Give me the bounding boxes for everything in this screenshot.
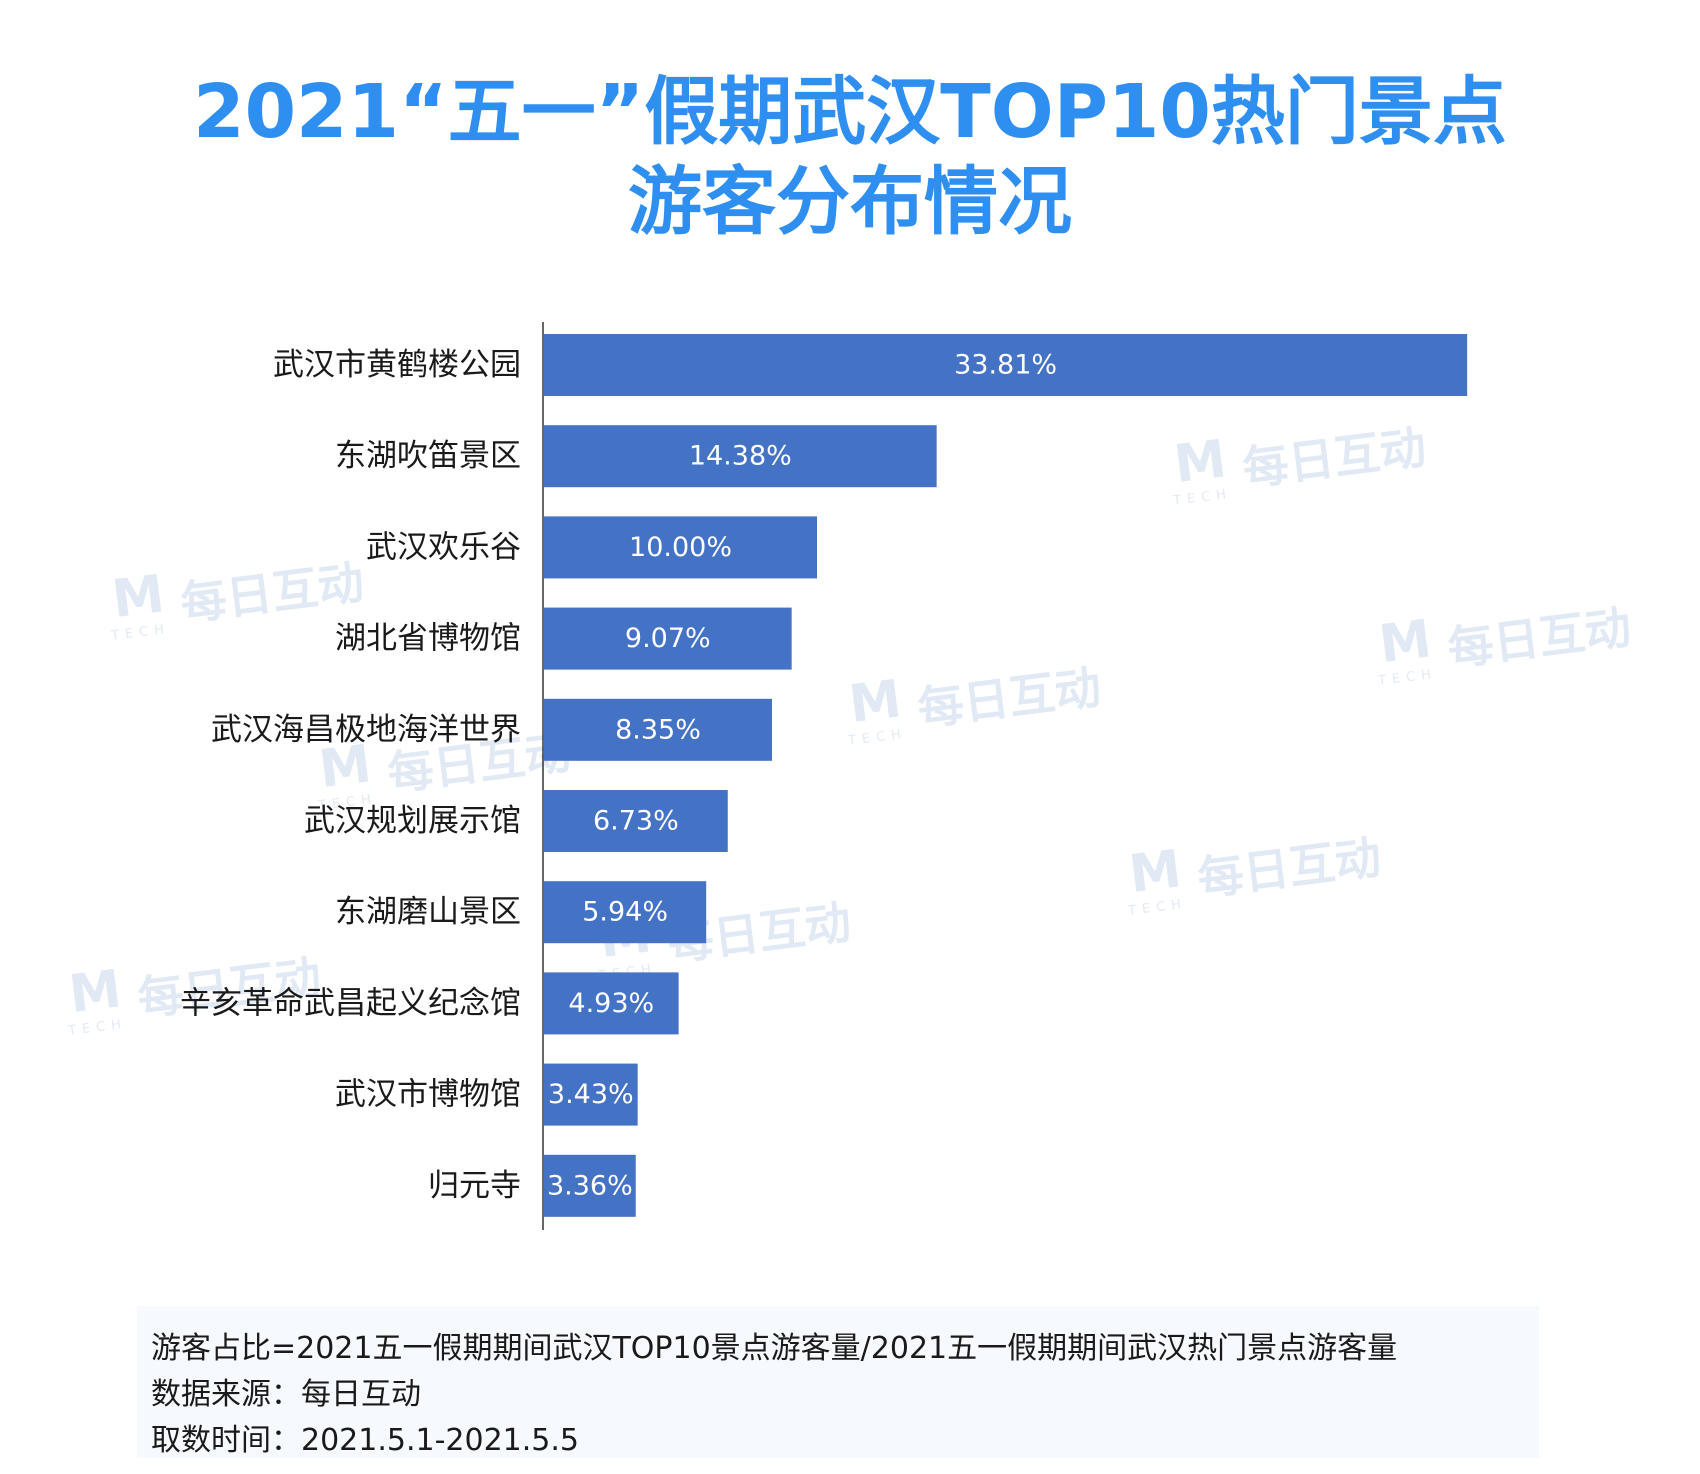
chart-title-line-1: 2021“五一”假期武汉TOP10热门景点 (193, 69, 1507, 155)
category-label: 武汉海昌极地海洋世界 (211, 712, 521, 748)
footnote-formula: 游客占比=2021五一假期期间武汉TOP10景点游客量/2021五一假期期间武汉… (151, 1331, 1398, 1366)
value-label: 3.43% (548, 1079, 634, 1110)
bar-6 (544, 790, 728, 852)
category-label: 武汉市黄鹤楼公园 (273, 347, 521, 383)
footnote-source: 数据来源：每日互动 (151, 1377, 421, 1412)
bar-4 (544, 607, 792, 670)
bar-3 (544, 516, 818, 579)
chart-title-line-2: 游客分布情况 (628, 159, 1072, 245)
bar-2 (544, 425, 937, 488)
category-label: 武汉市博物馆 (335, 1077, 521, 1113)
category-label: 东湖吹笛景区 (335, 438, 521, 474)
category-label: 武汉规划展示馆 (304, 803, 521, 839)
value-label: 8.35% (615, 714, 701, 745)
bar-7 (544, 881, 707, 944)
value-label: 3.36% (547, 1170, 633, 1201)
bar-5 (544, 698, 772, 761)
value-label: 5.94% (582, 897, 668, 928)
footnote-period: 取数时间：2021.5.1-2021.5.5 (151, 1423, 580, 1458)
category-label: 湖北省博物馆 (335, 621, 521, 657)
category-label: 归元寺 (428, 1168, 521, 1204)
category-label: 东湖磨山景区 (335, 894, 521, 930)
value-label: 33.81% (954, 350, 1057, 381)
value-label: 14.38% (689, 441, 792, 472)
category-label: 武汉欢乐谷 (366, 529, 521, 565)
bar-10 (544, 1154, 636, 1217)
value-label: 10.00% (629, 532, 732, 563)
bar-8 (544, 972, 679, 1035)
bar-9 (544, 1063, 638, 1126)
value-label: 9.07% (625, 623, 711, 654)
value-label: 6.73% (593, 806, 679, 837)
category-label: 辛亥革命武昌起义纪念馆 (180, 985, 521, 1021)
bar-1 (544, 334, 1468, 396)
value-label: 4.93% (568, 988, 654, 1019)
footnote-box: 游客占比=2021五一假期期间武汉TOP10景点游客量/2021五一假期期间武汉… (137, 1306, 1539, 1458)
bars-layer: 武汉市黄鹤楼公园 33.81% 东湖吹笛景区 14.38% 武汉欢乐谷 10.00% 湖北省… (180, 334, 1468, 1217)
